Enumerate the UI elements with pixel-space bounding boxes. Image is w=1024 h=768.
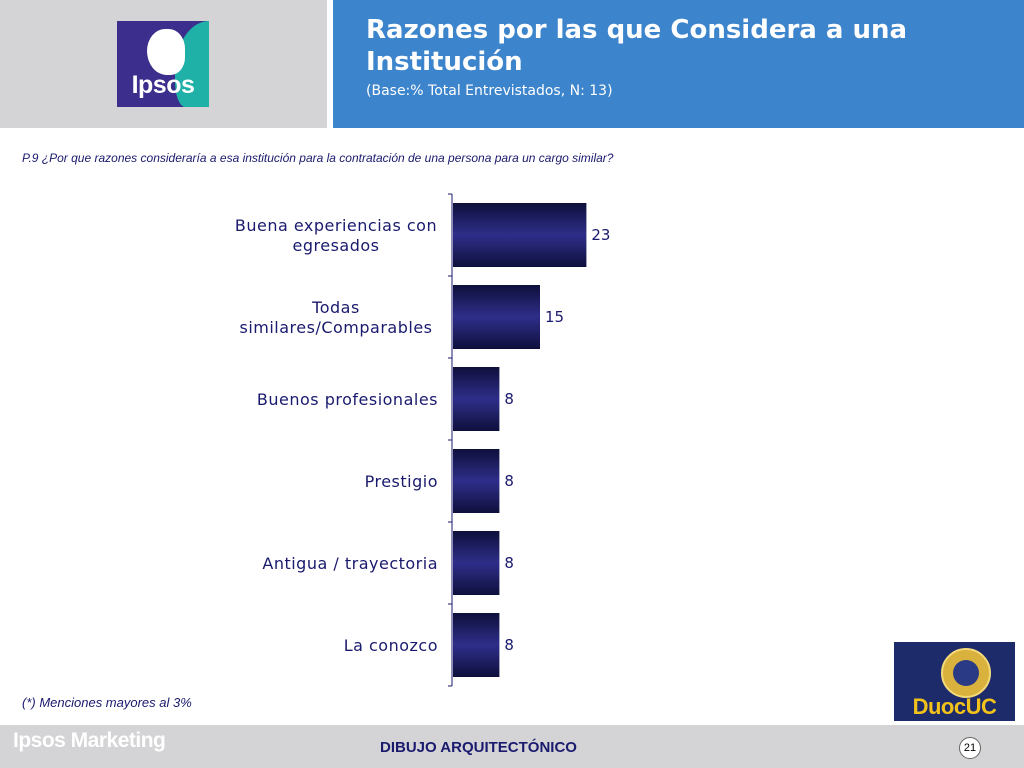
ipsos-logo: Ipsos <box>117 21 209 107</box>
page-subtitle: (Base:% Total Entrevistados, N: 13) <box>366 83 613 99</box>
page-title: Razones por las que Considera a una Inst… <box>366 15 908 77</box>
header-right-panel <box>333 0 1024 128</box>
data-label: 8 <box>504 636 514 654</box>
bar <box>453 449 500 513</box>
duoc-logo-text: DuocUC <box>912 694 997 719</box>
page-number: 21 <box>959 737 981 759</box>
data-label: 8 <box>504 472 514 490</box>
survey-question: P.9 ¿Por que razones consideraría a esa … <box>22 151 614 165</box>
category-label: Buenos profesionales <box>257 390 438 409</box>
footer-brand: Ipsos Marketing <box>13 729 166 752</box>
category-label: Todas similares/Comparables <box>239 298 432 337</box>
logo-face-icon <box>147 29 185 75</box>
data-label: 15 <box>545 308 564 326</box>
bar <box>453 285 540 349</box>
bar <box>453 613 500 677</box>
bar <box>453 367 500 431</box>
category-label: La conozco <box>344 636 438 655</box>
category-label: Buena experiencias con egresados <box>235 216 437 255</box>
data-label: 8 <box>504 390 514 408</box>
seal-icon <box>941 648 991 698</box>
footnote: (*) Menciones mayores al 3% <box>22 695 192 710</box>
footer-bar <box>0 725 1024 768</box>
category-label: Antigua / trayectoria <box>262 554 438 573</box>
logo-text: Ipsos <box>131 71 195 99</box>
data-label: 23 <box>591 226 610 244</box>
duocuc-logo: DuocUC <box>894 642 1015 721</box>
bar <box>453 203 587 267</box>
bar <box>453 531 500 595</box>
header-divider <box>327 0 333 128</box>
footer-center-text: DIBUJO ARQUITECTÓNICO <box>380 739 577 756</box>
category-label: Prestigio <box>365 472 438 491</box>
data-label: 8 <box>504 554 514 572</box>
